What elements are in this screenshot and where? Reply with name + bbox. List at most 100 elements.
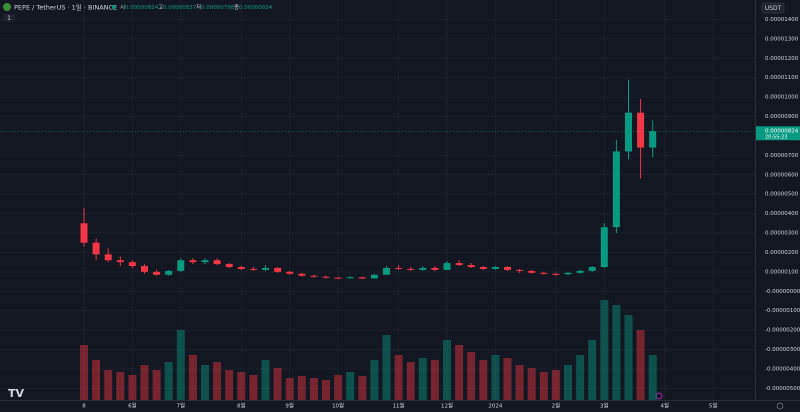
- volume-bar: [527, 368, 536, 400]
- volume-bar: [564, 365, 572, 400]
- ohlc-name: 저: [196, 3, 201, 11]
- volume-bar: [443, 340, 451, 400]
- candle-body: [298, 273, 306, 276]
- candle-body: [637, 112, 645, 148]
- volume-bar: [188, 355, 197, 400]
- candle-body: [383, 267, 390, 275]
- candle-body: [407, 268, 415, 270]
- y-tick-label: 0.00001000: [765, 95, 799, 101]
- candle-body: [419, 267, 427, 270]
- candle-body: [612, 151, 620, 228]
- x-tick-label: 2월: [552, 402, 561, 410]
- x-tick-label: 7월: [177, 402, 186, 410]
- candle-body: [358, 277, 366, 279]
- candle-body: [92, 242, 100, 255]
- event-marker[interactable]: [655, 392, 663, 400]
- last-price-label: 0.00000824: [765, 128, 799, 134]
- volume-bar: [624, 315, 633, 400]
- candle-body: [649, 131, 657, 148]
- ohlc-value: 0.00000824: [239, 5, 273, 11]
- y-tick-label: 0.00000400: [765, 211, 799, 217]
- volume-bar: [394, 355, 403, 400]
- volume-bar: [551, 370, 560, 400]
- candle-body: [201, 260, 209, 263]
- ohlc-value: 0.00000824: [125, 5, 159, 11]
- candle-body: [370, 274, 378, 279]
- x-tick-label: 2024: [488, 404, 502, 410]
- volume-bar: [92, 360, 101, 400]
- volume-bar: [576, 355, 585, 400]
- candle-body: [262, 267, 269, 270]
- volume-bar: [382, 335, 391, 400]
- volume-bar: [430, 360, 439, 400]
- symbol-title: PEPE / TetherUS · 1일 · BINANCE: [14, 3, 117, 12]
- interval-button[interactable]: [3, 14, 15, 22]
- volume-bar: [297, 376, 306, 400]
- volume-bar: [491, 355, 500, 400]
- symbol-icon: [3, 3, 11, 11]
- volume-bar: [104, 370, 113, 400]
- settings-button[interactable]: [776, 402, 784, 410]
- volume-bar: [152, 370, 161, 400]
- y-tick-label: 0.00000700: [765, 153, 799, 159]
- x-tick-label: 4월: [661, 402, 670, 410]
- volume-bar: [128, 375, 137, 400]
- x-tick-label: 10월: [332, 402, 344, 410]
- volume-bar: [80, 345, 88, 400]
- volume-bar: [164, 362, 173, 400]
- volume-bar: [309, 378, 318, 400]
- candle-body: [467, 265, 475, 267]
- volume-bar: [225, 370, 234, 400]
- candle-body: [213, 260, 221, 265]
- volume-bar: [588, 340, 597, 400]
- volume-bar: [503, 358, 512, 400]
- ohlc-value: 0.00000837: [163, 5, 197, 11]
- x-tick-label: 6월: [128, 402, 137, 410]
- candle-body: [588, 266, 596, 271]
- volume-bar: [467, 352, 476, 400]
- candle-body: [189, 260, 197, 263]
- y-tick-label: 0.00001400: [765, 17, 799, 23]
- volume-bar: [636, 330, 645, 400]
- candle-body: [455, 263, 463, 266]
- y-tick-label: 0.00000900: [765, 114, 799, 120]
- volume-bar: [358, 376, 367, 400]
- ohlc-name: 종: [234, 4, 239, 11]
- y-tick-label: -0.00000500: [765, 386, 800, 392]
- y-tick-label: 0.00000100: [765, 269, 799, 275]
- volume-bar: [370, 360, 379, 400]
- candle-body: [141, 266, 148, 272]
- volume-bar: [176, 330, 185, 400]
- candle-body: [576, 270, 584, 273]
- y-tick-label: 0.00001100: [765, 75, 799, 81]
- candle-body: [225, 264, 233, 267]
- candle-body: [334, 277, 342, 279]
- currency-button[interactable]: [761, 2, 785, 14]
- candle-body: [310, 275, 318, 277]
- candle-body: [443, 263, 451, 270]
- y-tick-label: 0.00001200: [765, 56, 799, 62]
- candle-body: [274, 267, 282, 272]
- volume-bar: [406, 362, 415, 400]
- x-tick-label: 11월: [393, 402, 405, 410]
- currency-label: USDT: [765, 5, 782, 12]
- volume-bar: [140, 365, 149, 400]
- x-tick-label: 8월: [237, 402, 246, 410]
- countdown: 20:55:23: [765, 134, 787, 140]
- volume-bar: [612, 305, 621, 400]
- candle-body: [528, 270, 536, 273]
- candle-body: [237, 266, 245, 269]
- y-tick-label: 0.00000500: [765, 192, 799, 198]
- candle-body: [504, 266, 511, 270]
- y-tick-label: -0.00000200: [765, 328, 800, 334]
- volume-bar: [261, 360, 270, 400]
- candle-body: [625, 112, 632, 152]
- candle-body: [564, 272, 572, 275]
- y-tick-label: 0.00000200: [765, 250, 799, 256]
- ohlc-name: 시: [120, 5, 125, 11]
- volume-bar: [346, 372, 355, 400]
- candle-body: [540, 272, 548, 274]
- volume-bar: [418, 358, 427, 400]
- candle-body: [249, 268, 257, 270]
